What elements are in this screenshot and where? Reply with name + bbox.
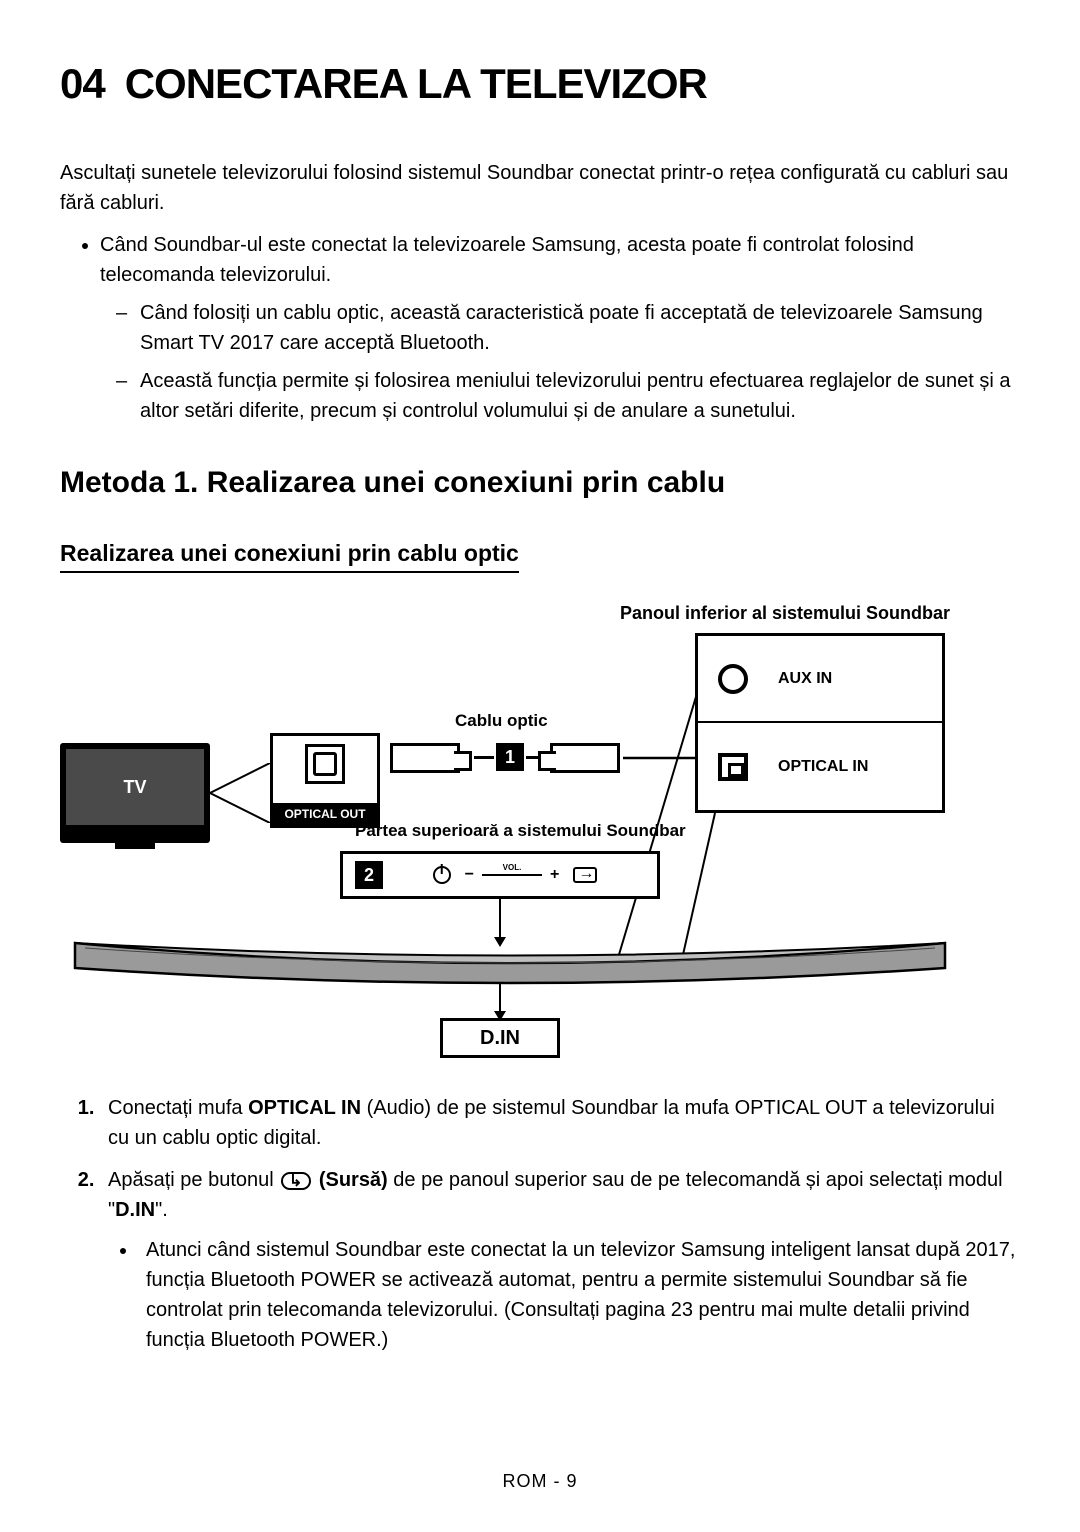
step-marker-1: 1 [496, 743, 524, 771]
intro-text: Ascultați sunetele televizorului folosin… [60, 158, 1020, 218]
volume-control: − VOL. + [465, 866, 560, 884]
tv-screen: TV [66, 749, 204, 825]
instructions-list: Conectați mufa OPTICAL IN (Audio) de pe … [60, 1093, 1020, 1355]
step2-text-a: Apăsați pe butonul [108, 1169, 279, 1191]
tv-stand [115, 843, 155, 849]
step2-sursa: (Sursă) [319, 1169, 388, 1191]
method-heading: Metoda 1. Realizarea unei conexiuni prin… [60, 466, 1020, 500]
optical-port-icon [305, 744, 345, 784]
aux-jack-icon [718, 664, 748, 694]
panel-caption: Panoul inferior al sistemului Soundbar [620, 603, 950, 624]
bullet-text: Când Soundbar-ul este conectat la televi… [100, 234, 914, 286]
instruction-step-2: Apăsați pe butonul (Sursă) de pe panoul … [100, 1165, 1020, 1355]
section-title: CONECTAREA LA TELEVIZOR [125, 60, 707, 108]
soundbar-body [70, 938, 950, 998]
sub-bullet-list: Atunci când sistemul Soundbar este conec… [108, 1235, 1020, 1355]
source-icon [281, 1172, 311, 1190]
connection-diagram: Panoul inferior al sistemului Soundbar T… [60, 603, 1020, 1063]
bullet-item: Când Soundbar-ul este conectat la televi… [100, 230, 1020, 426]
page-footer: ROM - 9 [0, 1471, 1080, 1492]
optical-in-row: OPTICAL IN [698, 723, 942, 810]
soundbar-bottom-panel: AUX IN OPTICAL IN [695, 633, 945, 813]
soundbar-top-label: Partea superioară a sistemului Soundbar [355, 821, 686, 841]
cable-label: Cablu optic [455, 711, 548, 731]
optical-in-label: OPTICAL IN [778, 758, 868, 776]
power-icon [433, 866, 451, 884]
soundbar-top-controls: − VOL. + [340, 851, 660, 899]
intro-bullet-list: Când Soundbar-ul este conectat la televi… [60, 230, 1020, 426]
optical-jack-icon [718, 753, 748, 781]
source-icon [573, 867, 597, 883]
volume-label: VOL. [501, 863, 524, 872]
dash-item: Când folosiți un cablu optic, această ca… [140, 298, 1020, 358]
step1-optical-in: OPTICAL IN [248, 1097, 361, 1119]
volume-minus-icon: − [465, 866, 474, 884]
step-marker-2: 2 [355, 861, 383, 889]
body-to-din-line [494, 983, 506, 1023]
din-display: D.IN [440, 1018, 560, 1058]
instruction-step-1: Conectați mufa OPTICAL IN (Audio) de pe … [100, 1093, 1020, 1153]
optical-out-port: OPTICAL OUT [270, 733, 380, 828]
aux-in-row: AUX IN [698, 636, 942, 723]
tv-label: TV [123, 777, 146, 798]
step1-text-a: Conectați mufa [108, 1097, 248, 1119]
dash-item: Această funcția permite și folosirea men… [140, 366, 1020, 426]
step2-text-e: ". [155, 1199, 168, 1221]
tv-illustration: TV [60, 743, 210, 843]
step2-din: D.IN [115, 1199, 155, 1221]
section-number: 04 [60, 60, 105, 108]
cable-connector-left [390, 743, 460, 773]
page-title-container: 04 CONECTAREA LA TELEVIZOR [60, 60, 1020, 108]
subsection-heading: Realizarea unei conexiuni prin cablu opt… [60, 540, 519, 573]
cable-line [474, 756, 494, 759]
sub-bullet-item: Atunci când sistemul Soundbar este conec… [138, 1235, 1020, 1355]
volume-plus-icon: + [550, 866, 559, 884]
dash-list: Când folosiți un cablu optic, această ca… [100, 298, 1020, 426]
volume-line: VOL. [482, 874, 542, 876]
aux-in-label: AUX IN [778, 670, 832, 688]
